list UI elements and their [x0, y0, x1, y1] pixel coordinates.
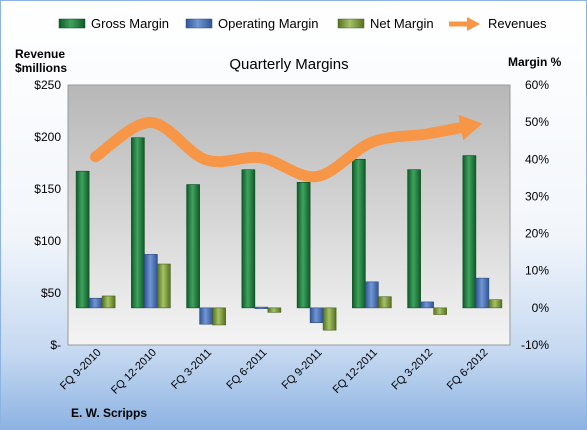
legend-item-revenues: Revenues — [449, 16, 547, 31]
left-axis-tick-label: $- — [50, 338, 61, 352]
legend-label-gross-margin: Gross Margin — [91, 16, 169, 31]
legend: Gross Margin Operating Margin Net Margin… — [58, 16, 547, 31]
x-axis-tick-label: FQ 3-2011 — [169, 347, 214, 392]
bar-gross-margin — [462, 155, 477, 309]
right-axis-tick-label: -10% — [521, 338, 549, 352]
company-name: E. W. Scripps — [71, 406, 147, 420]
right-axis-tick-label: 10% — [525, 264, 549, 278]
bar-operating-margin — [254, 306, 269, 309]
x-axis-tick-label: FQ 12-2010 — [109, 347, 159, 397]
bar-series — [75, 137, 503, 331]
legend-label-operating-margin: Operating Margin — [218, 16, 318, 31]
bar-gross-margin — [75, 170, 90, 309]
x-axis-tick-label: FQ 6-2011 — [224, 347, 269, 392]
bar-net-margin — [212, 307, 226, 326]
right-axis-tick-label: 60% — [525, 78, 549, 92]
legend-item-net-margin: Net Margin — [337, 16, 434, 31]
legend-arrow-revenues — [449, 17, 480, 31]
left-axis-title-line2: $millions — [15, 61, 67, 75]
legend-item-operating-margin: Operating Margin — [185, 16, 318, 31]
bar-net-margin — [157, 263, 171, 309]
bar-operating-margin — [475, 277, 490, 309]
bar-gross-margin — [186, 184, 200, 309]
legend-label-revenues: Revenues — [488, 16, 547, 31]
right-axis-tick-label: 0% — [532, 301, 550, 315]
bar-net-margin — [322, 307, 337, 331]
left-axis-tick-label: $50 — [41, 286, 61, 300]
right-axis-tick-label: 50% — [525, 115, 549, 129]
revenues-arrowhead — [458, 114, 483, 141]
legend-item-gross-margin: Gross Margin — [58, 16, 169, 31]
left-axis-tick-label: $100 — [34, 234, 61, 248]
bar-gross-margin — [131, 137, 145, 309]
left-axis-title-line1: Revenue — [15, 47, 65, 61]
left-axis-tick-label: $250 — [34, 78, 61, 92]
bar-gross-margin — [352, 158, 366, 309]
legend-label-net-margin: Net Margin — [370, 16, 434, 31]
bar-net-margin — [433, 307, 447, 315]
legend-swatch-operating-margin — [185, 18, 213, 29]
x-axis-tick-label: FQ 3-2012 — [390, 347, 436, 393]
right-axis-tick-label: 30% — [525, 189, 549, 203]
legend-swatch-gross-margin — [58, 18, 86, 29]
bar-operating-margin — [309, 307, 324, 324]
bar-operating-margin — [199, 307, 213, 325]
bar-net-margin — [488, 299, 503, 309]
left-axis-tick-label: $200 — [34, 130, 61, 144]
revenues-line — [90, 116, 475, 183]
x-axis-tick-label: FQ 12-2011 — [331, 347, 380, 396]
x-axis-ticks: FQ 9-2010 FQ 12-2010 FQ 3-2011 FQ 6-2011 FQ … — [58, 347, 490, 397]
x-axis-tick-label: FQ 6-2012 — [445, 347, 491, 393]
bar-gross-margin — [296, 182, 311, 309]
right-axis-ticks: -10% 0% 10% 20% 30% 40% 50% 60% — [521, 78, 549, 352]
left-axis-tick-label: $150 — [34, 182, 61, 196]
bar-gross-margin — [241, 169, 256, 309]
left-axis-ticks: $- $50 $100 $150 $200 $250 — [34, 78, 61, 352]
bar-gross-margin — [407, 169, 421, 309]
right-axis-tick-label: 20% — [525, 227, 549, 241]
bar-net-margin — [101, 295, 116, 309]
x-axis-tick-label: FQ 9-2011 — [280, 347, 325, 392]
chart-title: Quarterly Margins — [229, 56, 348, 73]
bar-operating-margin — [144, 254, 158, 309]
right-axis-tick-label: 40% — [525, 152, 549, 166]
bar-operating-margin — [88, 297, 103, 309]
bar-net-margin — [378, 296, 392, 309]
bar-operating-margin — [420, 301, 434, 309]
legend-swatch-net-margin — [337, 18, 365, 29]
right-axis-title: Margin % — [508, 55, 562, 69]
revenues-line-series — [90, 114, 483, 183]
x-axis-tick-label: FQ 9-2010 — [58, 347, 104, 393]
bar-net-margin — [267, 307, 282, 313]
bar-operating-margin — [365, 281, 379, 309]
